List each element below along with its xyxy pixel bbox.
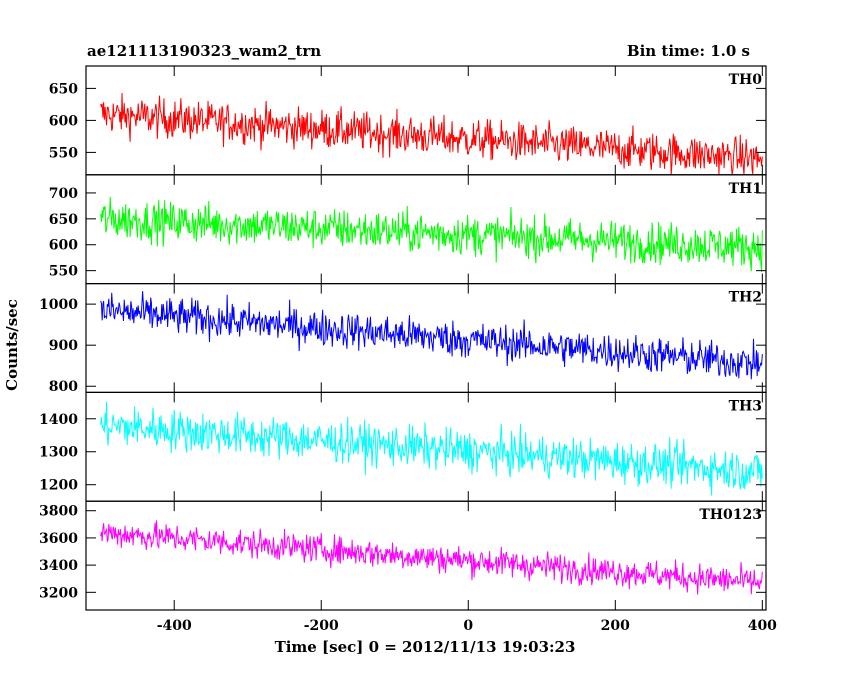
x-axis-label: Time [sec] 0 = 2012/11/13 19:03:23 xyxy=(274,638,576,656)
panel-label-th3: TH3 xyxy=(729,398,762,414)
series-th3-line xyxy=(100,401,763,496)
panel-frame-th3 xyxy=(85,391,767,502)
x-tick-label: 200 xyxy=(601,618,630,634)
y-tick-label: 550 xyxy=(49,145,78,161)
y-tick-label: 1300 xyxy=(39,445,78,461)
y-tick-label: 1400 xyxy=(39,412,78,428)
panel-frame-th0123 xyxy=(85,500,767,611)
y-tick-label: 800 xyxy=(49,379,78,395)
series-th0-line xyxy=(100,93,763,175)
x-tick-label: 0 xyxy=(463,618,473,634)
series-th1-line xyxy=(100,196,763,273)
y-tick-label: 600 xyxy=(49,238,78,254)
x-tick-label: -400 xyxy=(157,618,192,634)
panel-label-th0123: TH0123 xyxy=(699,507,762,523)
y-tick-label: 900 xyxy=(49,338,78,354)
y-tick-label: 3600 xyxy=(39,531,78,547)
y-axis-label: Counts/sec xyxy=(3,299,21,391)
panel-label-th0: TH0 xyxy=(729,72,763,88)
x-tick-label: -200 xyxy=(304,618,339,634)
y-tick-label: 3800 xyxy=(39,504,78,520)
y-tick-label: 1000 xyxy=(39,297,78,313)
chart-title: ae121113190323_wam2_trn xyxy=(87,42,322,60)
y-tick-label: 650 xyxy=(49,81,78,97)
y-tick-label: 3200 xyxy=(39,585,78,601)
bin-time-label: Bin time: 1.0 s xyxy=(626,42,750,60)
panel-label-th1: TH1 xyxy=(729,181,762,197)
x-tick-label: 400 xyxy=(748,618,777,634)
y-tick-label: 3400 xyxy=(39,558,78,574)
series-th2-line xyxy=(100,291,763,380)
y-tick-label: 650 xyxy=(49,212,78,228)
y-tick-label: 1200 xyxy=(39,478,78,494)
y-tick-label: 700 xyxy=(49,186,78,202)
series-th0123-line xyxy=(100,520,763,595)
y-tick-label: 550 xyxy=(49,264,78,280)
y-tick-label: 600 xyxy=(49,113,78,129)
panel-frame-th2 xyxy=(85,283,767,394)
panel-label-th2: TH2 xyxy=(729,290,762,306)
